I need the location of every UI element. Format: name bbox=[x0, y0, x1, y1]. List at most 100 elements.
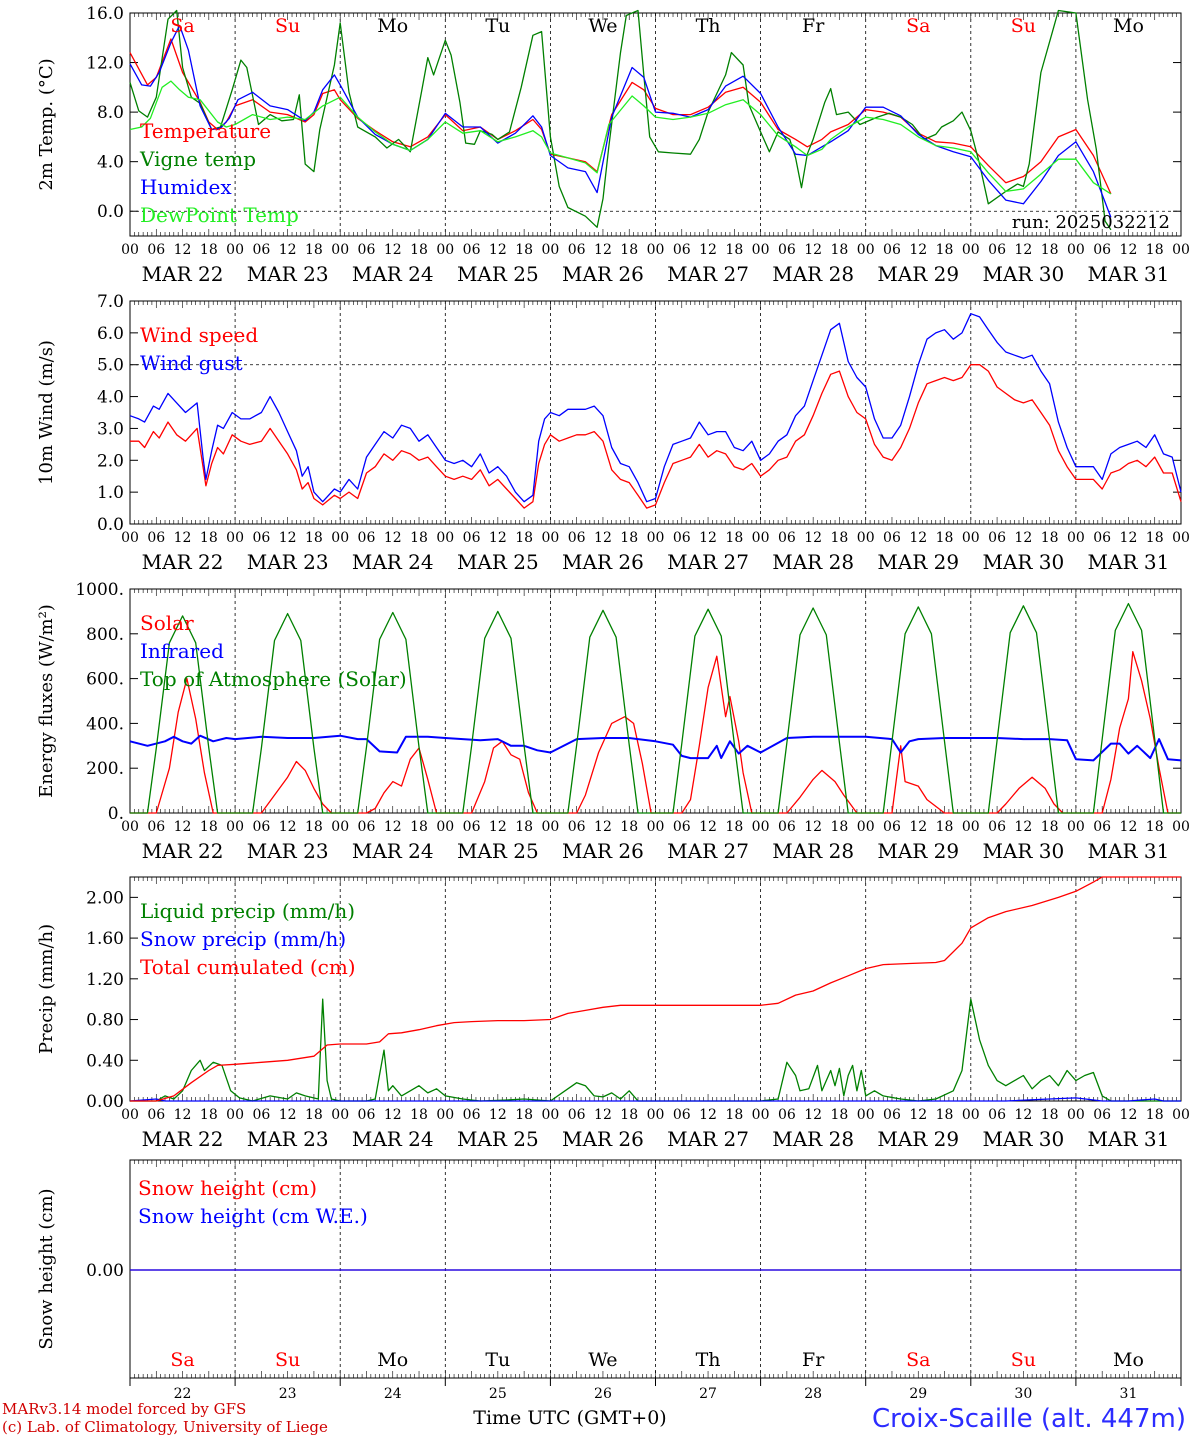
hour-tick-label: 18 bbox=[200, 819, 218, 835]
y-tick-label: 5.0 bbox=[97, 356, 124, 376]
date-label: MAR 29 bbox=[877, 839, 959, 863]
hour-tick-label: 18 bbox=[515, 819, 533, 835]
hour-tick-label: 06 bbox=[358, 819, 376, 835]
hour-tick-label: 00 bbox=[962, 242, 980, 258]
hour-tick-label: 18 bbox=[936, 530, 954, 546]
hour-tick-label: 12 bbox=[699, 819, 717, 835]
series-line bbox=[130, 876, 1181, 1102]
hour-tick-label: 18 bbox=[410, 242, 428, 258]
hour-tick-label: 12 bbox=[174, 242, 192, 258]
y-tick-label: 8.0 bbox=[97, 103, 124, 123]
hour-tick-label: 12 bbox=[1120, 819, 1138, 835]
hour-tick-label: 00 bbox=[121, 530, 139, 546]
y-tick-label: 4.0 bbox=[97, 388, 124, 408]
day-number-label: 30 bbox=[1014, 1386, 1032, 1402]
date-label: MAR 28 bbox=[772, 550, 854, 574]
hour-tick-label: 00 bbox=[436, 242, 454, 258]
hour-tick-label: 18 bbox=[831, 242, 849, 258]
hour-tick-label: 18 bbox=[305, 242, 323, 258]
hour-tick-label: 06 bbox=[673, 1107, 691, 1123]
hour-tick-label: 00 bbox=[226, 819, 244, 835]
y-tick-label: 0.00 bbox=[86, 1261, 124, 1281]
y-tick-label: 6.0 bbox=[97, 324, 124, 344]
hour-tick-label: 18 bbox=[936, 1107, 954, 1123]
legend-entry: Wind gust bbox=[140, 351, 243, 375]
hour-tick-label: 00 bbox=[1172, 819, 1190, 835]
hour-tick-label: 18 bbox=[1041, 1107, 1059, 1123]
y-axis-label: 2m Temp. (°C) bbox=[36, 58, 57, 190]
hour-tick-label: 12 bbox=[594, 1107, 612, 1123]
hour-tick-label: 18 bbox=[410, 819, 428, 835]
hour-tick-label: 06 bbox=[568, 819, 586, 835]
weekday-label: Fr bbox=[802, 15, 825, 37]
hour-tick-label: 18 bbox=[305, 819, 323, 835]
date-label: MAR 31 bbox=[1088, 839, 1170, 863]
hour-tick-label: 06 bbox=[358, 242, 376, 258]
date-label: MAR 27 bbox=[667, 1127, 749, 1151]
hour-tick-label: 12 bbox=[1014, 530, 1032, 546]
weekday-label: Mo bbox=[377, 1349, 408, 1371]
hour-tick-label: 18 bbox=[200, 1107, 218, 1123]
hour-tick-label: 00 bbox=[1067, 242, 1085, 258]
date-label: MAR 27 bbox=[667, 262, 749, 286]
hour-tick-label: 18 bbox=[515, 242, 533, 258]
y-tick-label: 0. bbox=[108, 804, 124, 824]
hour-tick-label: 06 bbox=[252, 530, 270, 546]
date-label: MAR 23 bbox=[247, 550, 329, 574]
hour-tick-label: 12 bbox=[1120, 1107, 1138, 1123]
hour-tick-label: 18 bbox=[725, 1107, 743, 1123]
hour-tick-label: 18 bbox=[620, 530, 638, 546]
hour-tick-label: 00 bbox=[541, 1107, 559, 1123]
hour-tick-label: 06 bbox=[568, 242, 586, 258]
hour-tick-label: 00 bbox=[962, 1107, 980, 1123]
hour-tick-label: 00 bbox=[541, 530, 559, 546]
hour-tick-label: 06 bbox=[147, 1107, 165, 1123]
hour-tick-label: 12 bbox=[909, 1107, 927, 1123]
panel-5: 0.00 Snow height (cm) Snow height (cm) Snow… bbox=[36, 1159, 1182, 1429]
hour-tick-label: 06 bbox=[883, 242, 901, 258]
hour-tick-label: 12 bbox=[804, 1107, 822, 1123]
hour-tick-label: 00 bbox=[1172, 1107, 1190, 1123]
hour-tick-label: 06 bbox=[147, 242, 165, 258]
y-tick-label: 0.40 bbox=[86, 1051, 124, 1071]
legend-entry: Solar bbox=[140, 611, 194, 635]
hour-tick-label: 12 bbox=[594, 530, 612, 546]
hour-tick-label: 06 bbox=[358, 530, 376, 546]
hour-tick-label: 18 bbox=[200, 530, 218, 546]
date-label: MAR 27 bbox=[667, 550, 749, 574]
panel-2: 0.0 1.0 2.0 3.0 4.0 5.0 6.0 7.0 10m Wind (m/s) Wi… bbox=[36, 292, 1190, 574]
day-number-label: 31 bbox=[1120, 1386, 1138, 1402]
hour-tick-label: 12 bbox=[804, 242, 822, 258]
weekday-label: Sa bbox=[170, 15, 194, 37]
hour-tick-label: 06 bbox=[358, 1107, 376, 1123]
hour-tick-label: 00 bbox=[752, 530, 770, 546]
date-label: MAR 28 bbox=[772, 1127, 854, 1151]
hour-tick-label: 00 bbox=[226, 242, 244, 258]
hour-tick-label: 12 bbox=[909, 530, 927, 546]
hour-tick-label: 00 bbox=[226, 530, 244, 546]
date-label: MAR 24 bbox=[352, 839, 434, 863]
hour-tick-label: 06 bbox=[673, 530, 691, 546]
weekday-label: Th bbox=[696, 1349, 721, 1371]
hour-tick-label: 00 bbox=[1067, 819, 1085, 835]
weekday-label: Th bbox=[696, 15, 721, 37]
hour-tick-label: 18 bbox=[515, 1107, 533, 1123]
series-line bbox=[129, 38, 1112, 195]
hour-tick-label: 18 bbox=[1041, 242, 1059, 258]
model-credit: MARv3.14 model forced by GFS bbox=[2, 1400, 247, 1418]
hour-tick-label: 18 bbox=[1041, 819, 1059, 835]
date-label: MAR 23 bbox=[247, 839, 329, 863]
hour-tick-label: 06 bbox=[778, 819, 796, 835]
hour-tick-label: 12 bbox=[384, 819, 402, 835]
y-tick-label: 0.80 bbox=[86, 1011, 124, 1031]
date-label: MAR 30 bbox=[982, 1127, 1064, 1151]
hour-tick-label: 12 bbox=[489, 819, 507, 835]
date-label: MAR 22 bbox=[142, 262, 224, 286]
day-number-label: 23 bbox=[279, 1386, 297, 1402]
hour-tick-label: 00 bbox=[647, 819, 665, 835]
date-label: MAR 26 bbox=[562, 262, 644, 286]
weekday-label: Sa bbox=[906, 15, 930, 37]
date-label: MAR 27 bbox=[667, 839, 749, 863]
date-label: MAR 26 bbox=[562, 550, 644, 574]
hour-tick-label: 12 bbox=[174, 819, 192, 835]
